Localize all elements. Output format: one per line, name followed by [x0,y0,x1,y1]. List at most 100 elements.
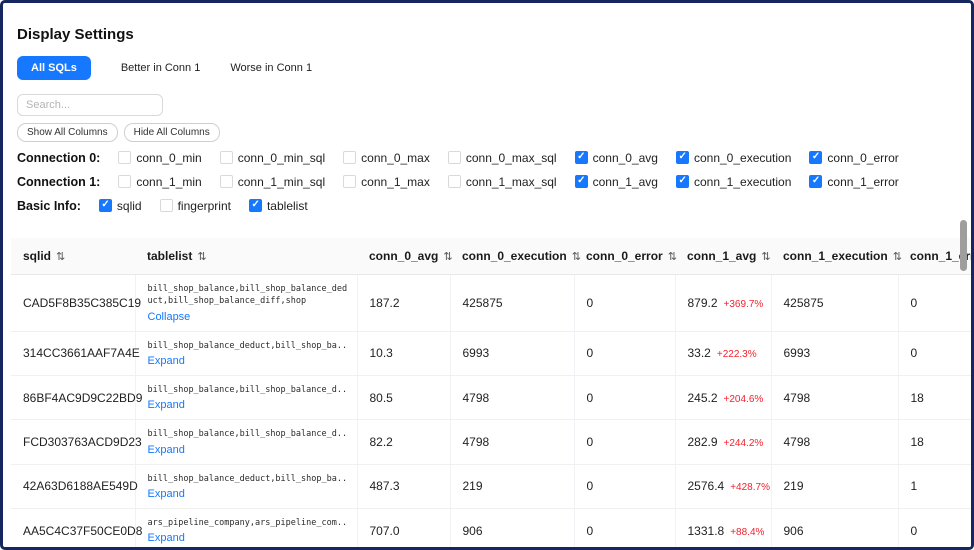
checkbox-label: conn_1_min [136,174,202,189]
hide-all-columns-button[interactable]: Hide All Columns [123,123,220,142]
checkbox-label: conn_1_min_sql [237,174,326,189]
checkbox-label: conn_0_max [361,150,430,165]
cell-conn-0-error: 0 [574,464,676,509]
column-header-tablelist[interactable]: tablelist ⇅ [135,238,357,275]
tab-better-in-conn-1[interactable]: Better in Conn 1 [120,62,201,74]
search-input[interactable] [17,94,163,116]
tablelist-text: bill_shop_balance,bill_shop_balance_dedu… [147,284,348,307]
column-header-conn-0-execution[interactable]: conn_0_execution ⇅ [450,238,581,275]
tablelist-text: bill_shop_balance,bill_shop_balance_d.. [147,429,348,440]
checkbox-sqlid[interactable]: sqlid [98,198,142,213]
checkbox-box [809,175,823,188]
checkbox-box [809,151,823,164]
cell-conn-0-execution: 6993 [450,331,575,376]
checkbox-conn-0-execution[interactable]: conn_0_execution [675,151,791,165]
column-header-label: conn_0_error [586,249,663,263]
checkbox-fingerprint[interactable]: fingerprint [159,198,231,213]
cell-conn-1-error: 1 [898,464,971,509]
column-header-sqlid[interactable]: sqlid ⇅ [11,238,135,275]
cell-conn-1-execution: 906 [771,508,899,547]
checkbox-box [675,151,689,164]
checkbox-label: conn_0_max_sql [465,150,557,165]
cell-conn-1-execution: 4798 [771,375,899,421]
basic-info-group-label: Basic Info: [17,198,81,213]
column-header-conn-1-execution[interactable]: conn_1_execution ⇅ [771,238,902,275]
results-table-container: sqlid ⇅ tablelist ⇅ conn_0_avg ⇅ conn_0_exe… [11,238,971,547]
checkbox-conn-0-min-sql[interactable]: conn_0_min_sql [219,151,325,165]
checkbox-conn-0-min[interactable]: conn_0_min [118,150,202,165]
checkbox-conn-1-min[interactable]: conn_1_min [118,174,202,189]
checkbox-label: conn_0_avg [592,150,658,165]
delta-badge: +244.2% [723,437,764,449]
column-header-conn-1-error[interactable]: conn_1_error⇅ [898,238,971,275]
column-header-label: conn_1_avg [687,249,757,263]
column-header-label: tablelist [147,249,193,263]
show-all-columns-button[interactable]: Show All Columns [17,123,118,142]
column-header-conn-0-error[interactable]: conn_0_error ⇅ [574,238,677,275]
column-header-conn-0-avg[interactable]: conn_0_avg ⇅ [357,238,453,275]
expand-link[interactable]: Expand [147,443,185,456]
display-settings-panel: Display Settings All SQLs Better in Conn… [3,3,971,214]
checkbox-conn-0-max-sql[interactable]: conn_0_max_sql [447,150,557,165]
expand-link[interactable]: Expand [147,487,185,500]
checkbox-conn-0-avg[interactable]: conn_0_avg [574,150,658,165]
cell-conn-1-avg: 1331.8 +88.4% [675,508,772,547]
table-row: 42A63D6188AE549D bill_shop_balance_deduc… [11,464,971,509]
cell-conn-0-avg: 82.2 [357,419,451,465]
cell-conn-1-execution: 4798 [771,419,899,465]
cell-conn-0-avg: 707.0 [357,508,451,547]
checkbox-box [447,151,461,164]
tablelist-text: bill_shop_balance_deduct,bill_shop_ba.. [147,473,348,484]
table-header-row: sqlid ⇅ tablelist ⇅ conn_0_avg ⇅ conn_0_exe… [11,238,971,275]
vertical-scrollbar-thumb[interactable] [960,220,967,271]
cell-tablelist: ars_pipeline_company,ars_pipeline_com.. E… [135,508,358,547]
checkbox-conn-1-error[interactable]: conn_1_error [809,174,899,189]
cell-conn-1-execution: 219 [771,464,899,509]
cell-sqlid: 86BF4AC9D9C22BD9 [11,375,142,421]
sort-icon: ⇅ [892,251,902,263]
tab-all-sqls[interactable]: All SQLs [17,56,91,80]
tab-worse-in-conn-1[interactable]: Worse in Conn 1 [230,62,313,74]
cell-conn-0-execution: 425875 [450,274,575,332]
cell-conn-1-error: 0 [898,274,971,332]
expand-link[interactable]: Expand [147,354,185,367]
checkbox-label: sqlid [116,198,142,213]
sort-icon: ⇅ [197,251,207,263]
checkbox-conn-1-min-sql[interactable]: conn_1_min_sql [219,174,326,189]
cell-sqlid: 314CC3661AAF7A4E [11,331,140,376]
collapse-link[interactable]: Collapse [147,310,191,323]
checkbox-conn-0-error[interactable]: conn_0_error [809,150,899,165]
column-header-label: conn_1_execution [783,249,888,263]
column-header-label: conn_0_avg [369,249,439,263]
cell-tablelist: bill_shop_balance_deduct,bill_shop_ba.. E… [135,464,358,509]
table-row: AA5C4C37F50CE0D8 ars_pipeline_company,ar… [11,508,971,547]
conn-1-avg-value: 1331.8 [687,523,725,538]
checkbox-label: conn_0_error [827,150,899,165]
column-header-label: conn_0_execution [462,249,567,263]
cell-conn-0-execution: 219 [450,464,575,509]
checkbox-conn-0-max[interactable]: conn_0_max [343,151,430,165]
conn-1-avg-value: 33.2 [687,346,711,361]
cell-conn-1-error: 0 [898,331,971,376]
tablelist-text: bill_shop_balance,bill_shop_balance_d.. [147,384,348,395]
checkbox-conn-1-max[interactable]: conn_1_max [343,175,430,189]
checkbox-conn-1-max-sql[interactable]: conn_1_max_sql [447,175,557,189]
checkbox-box [98,199,112,212]
expand-link[interactable]: Expand [147,532,185,545]
cell-conn-0-avg: 187.2 [357,274,451,332]
checkbox-box [447,175,461,188]
checkbox-label: conn_0_min [136,150,202,165]
checkbox-conn-1-execution[interactable]: conn_1_execution [675,175,791,189]
checkbox-conn-1-avg[interactable]: conn_1_avg [574,175,658,189]
checkbox-tablelist[interactable]: tablelist [248,199,308,213]
expand-link[interactable]: Expand [147,399,185,412]
checkbox-label: conn_1_error [827,174,899,189]
sort-icon: ⇅ [443,251,453,263]
delta-badge: +369.7% [723,298,764,310]
column-header-conn-1-avg[interactable]: conn_1_avg ⇅ [675,238,771,275]
conn-1-avg-value: 282.9 [687,434,718,449]
table-row: FCD303763ACD9D23 bill_shop_balance,bill_… [11,419,971,465]
checkbox-label: fingerprint [177,198,231,213]
tablelist-text: bill_shop_balance_deduct,bill_shop_ba.. [147,340,348,351]
checkbox-box [219,151,233,164]
